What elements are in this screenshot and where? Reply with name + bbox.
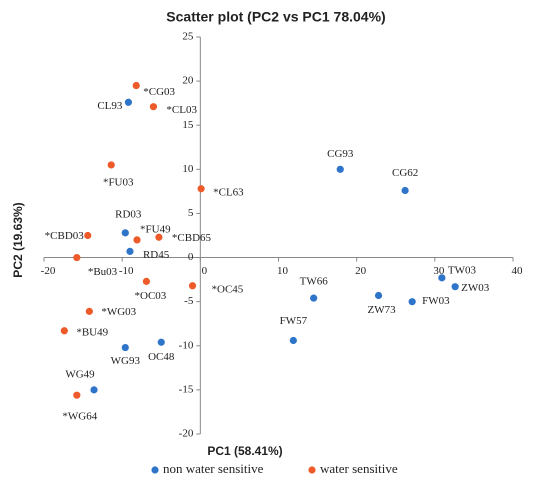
point [149, 103, 158, 111]
x-tick-label: 0 [202, 265, 208, 277]
point [126, 247, 134, 255]
point-label: *WG64 [62, 411, 97, 423]
point-label: ZW73 [367, 304, 396, 316]
point [451, 283, 459, 291]
point [107, 161, 115, 169]
point-label: *CBD65 [172, 232, 212, 244]
x-axis-title: PC1 (58.41%) [207, 444, 282, 458]
point [132, 81, 140, 90]
point-label: WG49 [65, 368, 95, 380]
x-tick-label: -20 [41, 265, 56, 277]
y-tick-label: -15 [179, 383, 194, 395]
point-label: *BU49 [76, 326, 108, 338]
point [73, 391, 81, 399]
point [310, 294, 318, 302]
point-label: OC48 [148, 351, 175, 363]
y-tick-label: -20 [179, 428, 194, 440]
legend-label: water sensitive [320, 461, 398, 476]
point-label: *FU03 [103, 176, 134, 188]
legend-label: non water sensitive [163, 461, 264, 476]
y-tick-label: -5 [184, 295, 194, 307]
point-label: RD45 [143, 249, 170, 261]
point [124, 98, 133, 106]
y-tick-label: -10 [179, 339, 194, 351]
point [121, 229, 129, 237]
chart-title: Scatter plot (PC2 vs PC1 78.04%) [166, 9, 385, 25]
point [155, 233, 163, 241]
point-label: *OC03 [135, 290, 167, 302]
x-tick-label: 30 [433, 265, 445, 277]
point-label: TW66 [300, 276, 329, 288]
point [289, 336, 297, 345]
point [408, 298, 416, 306]
y-tick-label: 0 [188, 251, 194, 263]
point [60, 327, 68, 335]
point [133, 236, 141, 244]
point-label: *CL63 [213, 186, 244, 198]
point [90, 386, 98, 394]
y-tick-label: 25 [182, 31, 194, 43]
point [438, 274, 446, 282]
legend-marker [151, 466, 159, 474]
y-tick-label: 20 [182, 75, 194, 87]
point-label: *CG03 [143, 86, 175, 98]
point [121, 343, 129, 352]
point-label: *CL03 [166, 104, 197, 116]
point-label: FW57 [280, 315, 308, 327]
legend-marker [308, 466, 316, 474]
point [197, 185, 205, 193]
point-label: CG93 [327, 148, 354, 160]
point-label: *FU49 [140, 223, 171, 235]
x-tick-label: 20 [355, 265, 367, 277]
y-tick-label: 10 [182, 163, 194, 175]
point-label: WG93 [111, 355, 141, 367]
point [157, 338, 165, 346]
point [142, 277, 150, 285]
x-tick-label: 40 [512, 265, 524, 277]
point-label: RD03 [115, 208, 142, 220]
x-tick-label: -10 [119, 265, 134, 277]
y-tick-label: 15 [182, 119, 194, 131]
point-label: *WG03 [101, 306, 136, 318]
point-label: CL93 [97, 100, 123, 112]
point-label: FW03 [422, 295, 450, 307]
point [188, 282, 197, 290]
point [84, 231, 92, 240]
point [401, 186, 409, 195]
point [336, 165, 344, 173]
point-label: *Bu03 [88, 266, 118, 278]
x-tick-label: 10 [277, 265, 289, 277]
y-tick-label: 5 [188, 207, 194, 219]
point [374, 291, 383, 300]
point-label: CG62 [392, 167, 418, 179]
point [85, 307, 93, 315]
point-label: *OC45 [212, 283, 244, 295]
point-label: TW03 [448, 264, 477, 276]
point-label: *CBD03 [45, 230, 85, 242]
y-axis-title: PC2 (19.63%) [11, 202, 25, 277]
point [73, 253, 81, 262]
point-label: ZW03 [461, 282, 490, 294]
